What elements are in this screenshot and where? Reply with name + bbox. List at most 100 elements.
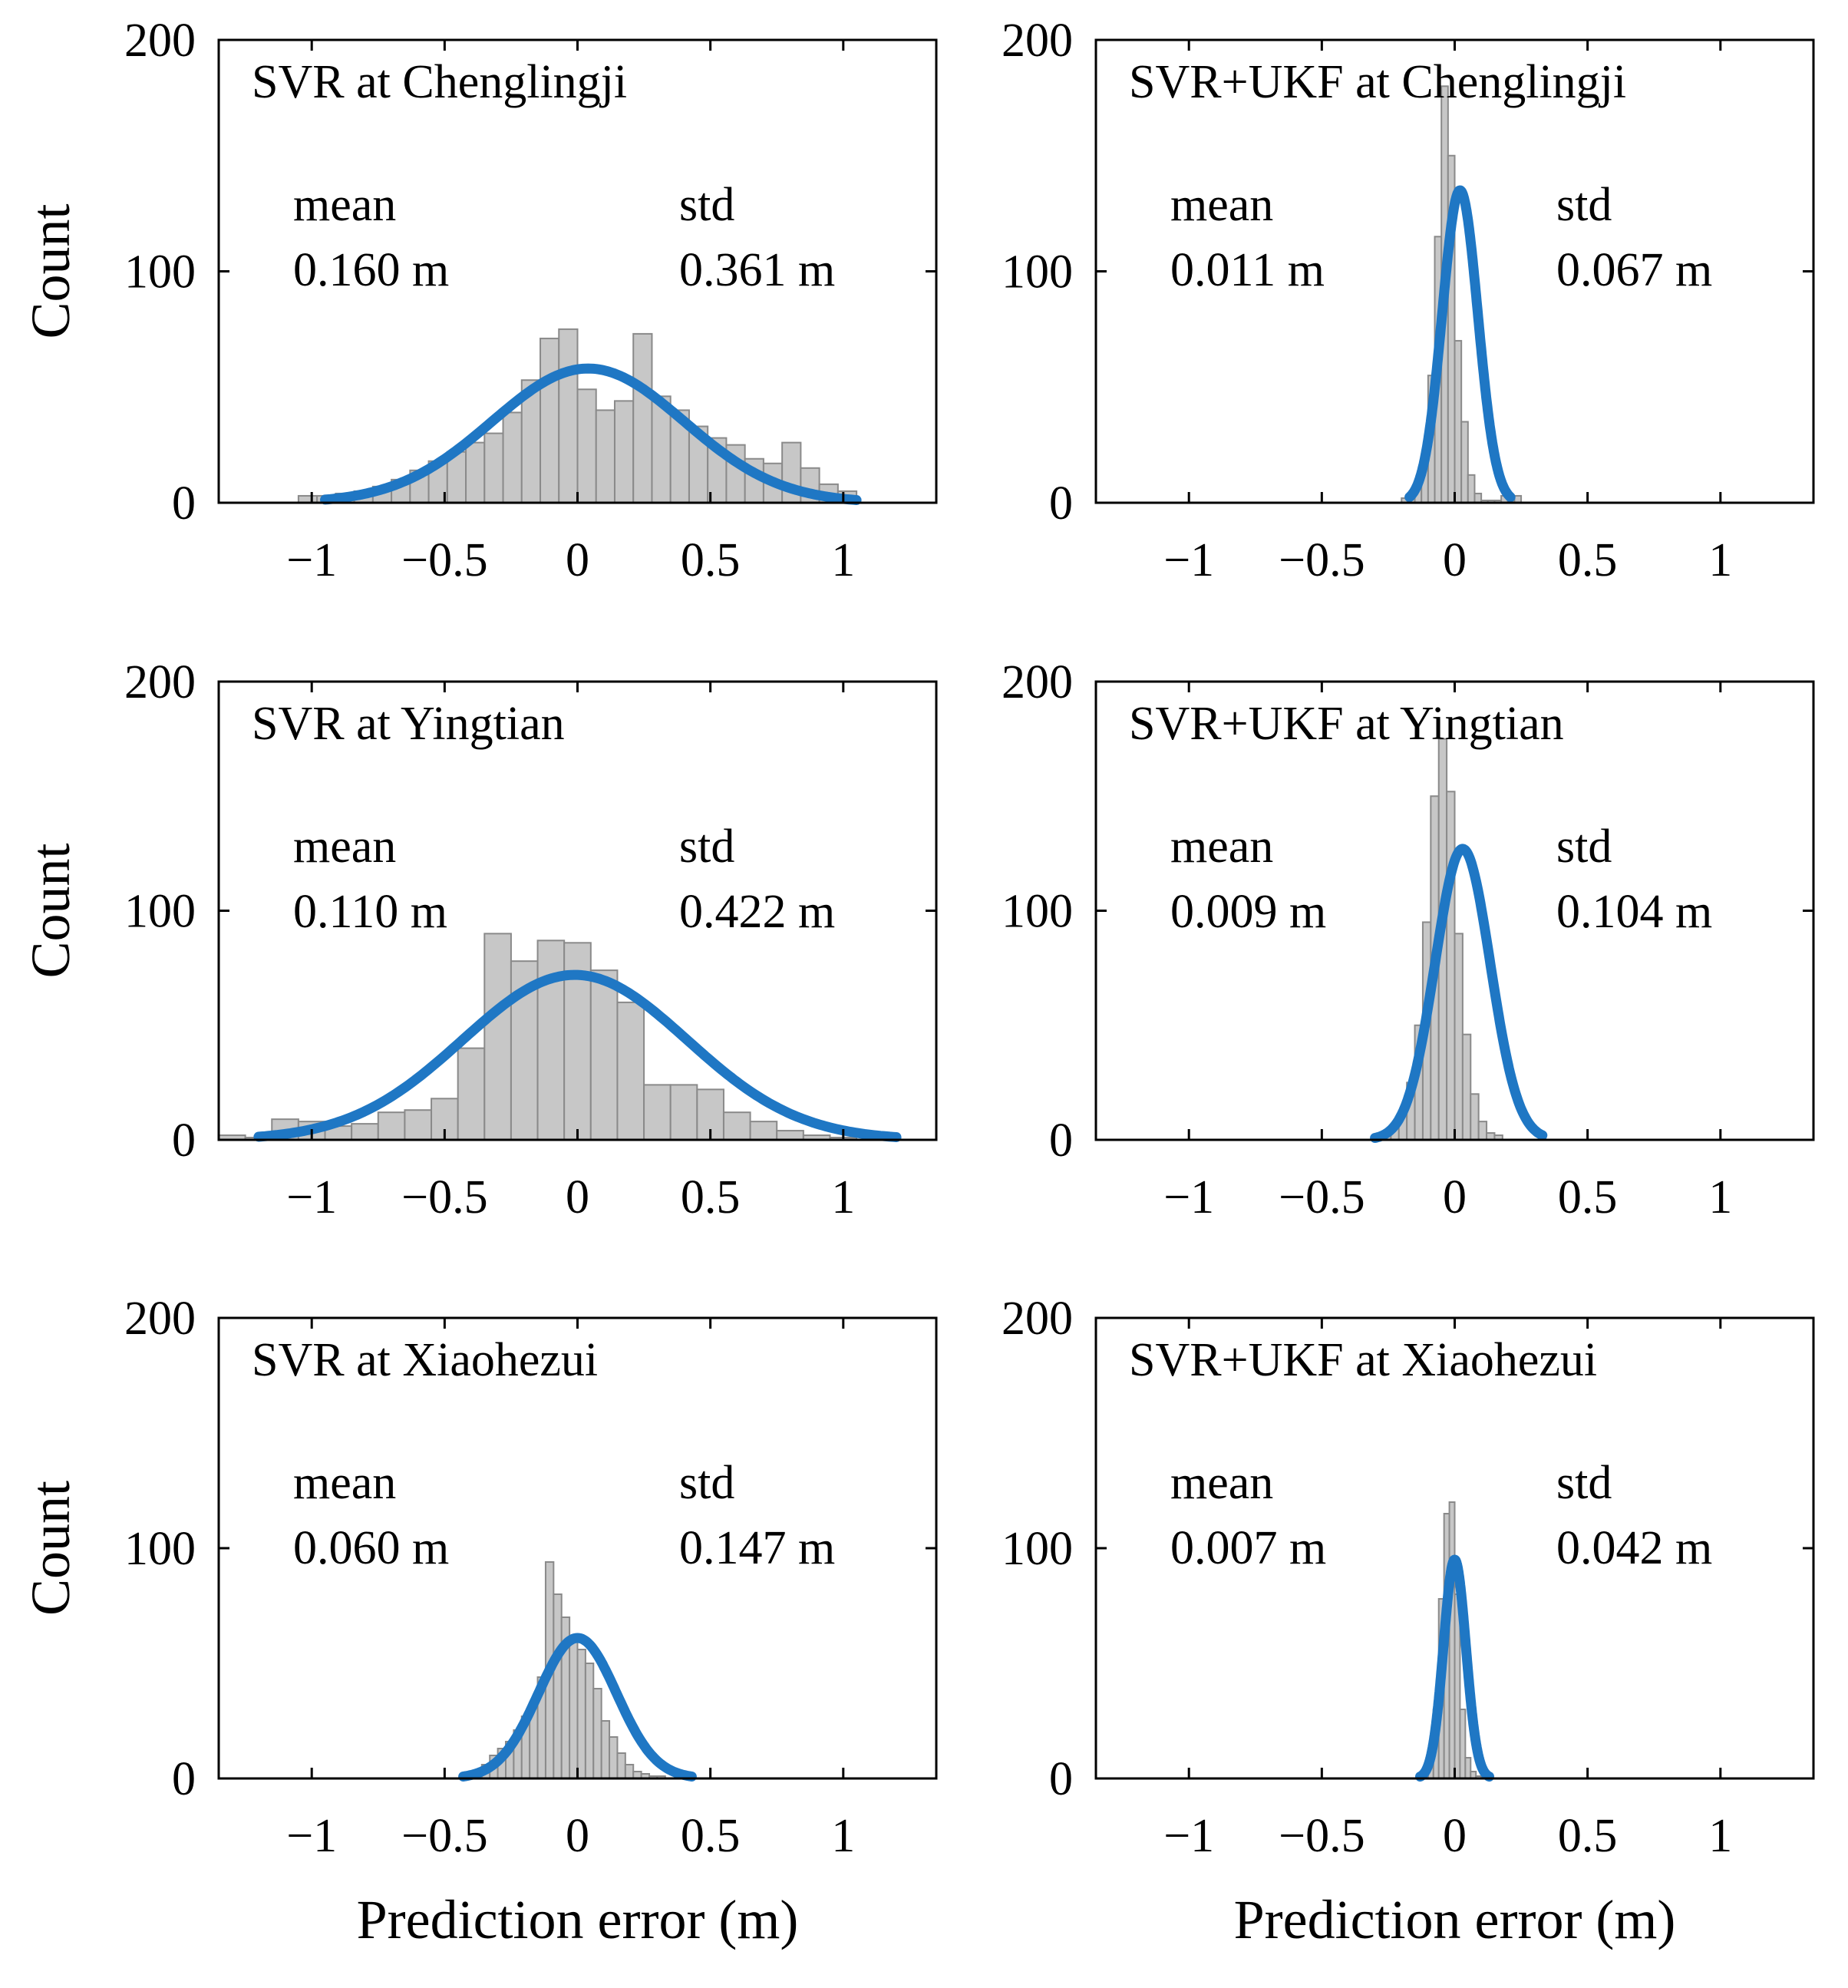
panel-title: SVR at Xiaohezui	[252, 1334, 598, 1386]
histogram-bar	[351, 1123, 379, 1140]
mean-label: mean	[293, 179, 396, 231]
y-tick-label: 200	[1002, 656, 1073, 708]
histogram-bar	[643, 1084, 672, 1140]
y-tick-label: 0	[172, 1115, 196, 1167]
std-label: std	[679, 821, 734, 873]
histogram-bars	[1417, 1501, 1493, 1778]
y-tick-label: 100	[124, 1523, 196, 1575]
y-tick-label: 0	[1049, 1115, 1073, 1167]
normal-fit-curve	[1370, 844, 1548, 1143]
x-tick-label: −1	[286, 534, 337, 586]
histogram-bar	[600, 1720, 611, 1778]
histogram-bar	[1454, 339, 1463, 503]
y-tick-label: 200	[124, 656, 196, 708]
histogram-bar	[558, 328, 579, 503]
histogram-bar	[616, 1752, 626, 1778]
histogram-bar	[1467, 474, 1476, 503]
x-axis-label: Prediction error (m)	[1234, 1889, 1676, 1950]
histogram-bar	[609, 1736, 619, 1778]
panel-title: SVR at Chenglingji	[252, 56, 627, 108]
x-tick-label: 1	[1708, 534, 1732, 586]
mean-value: 0.007 m	[1170, 1522, 1326, 1574]
y-tick-label: 100	[1002, 886, 1073, 938]
y-tick-label: 0	[172, 1753, 196, 1805]
x-tick-label: 0.5	[1558, 534, 1618, 586]
x-tick-label: 0	[566, 1810, 589, 1862]
x-tick-label: 0	[566, 1171, 589, 1224]
panel-title: SVR at Yingtian	[252, 698, 565, 750]
panel-2: 0 100 200 −1 −0.5 0 0.5 1 SVR+UKF at Chenglingji…	[1002, 15, 1815, 586]
y-axis-label: Count	[20, 843, 81, 978]
histogram-bar	[1459, 1709, 1467, 1778]
std-label: std	[1556, 1457, 1612, 1509]
panel-1: 0 100 200 −1 −0.5 0 0.5 1 SVR at Chenglingji mean…	[20, 15, 938, 586]
histogram-bar	[1454, 933, 1464, 1140]
x-tick-label: 1	[1708, 1810, 1732, 1862]
y-tick-label: 100	[124, 886, 196, 938]
x-tick-label: 0	[566, 534, 589, 586]
x-tick-label: −1	[286, 1171, 337, 1224]
histogram-bar	[616, 1001, 645, 1140]
mean-value: 0.009 m	[1170, 886, 1326, 938]
histogram-bar	[540, 337, 560, 503]
histogram-bar	[1470, 1093, 1480, 1140]
panel-3: 0 100 200 −1 −0.5 0 0.5 1 SVR at Yingtian mean 0.1…	[20, 656, 938, 1224]
y-axis-label: Count	[20, 1481, 81, 1616]
std-label: std	[1556, 821, 1612, 873]
histogram-bars	[465, 1561, 666, 1778]
histogram-bar	[1477, 1121, 1488, 1140]
y-axis-label: Count	[20, 203, 81, 338]
panel-4: 0 100 200 −1 −0.5 0 0.5 1 SVR+UKF at Yingtian mea…	[1002, 656, 1815, 1224]
x-tick-label: −0.5	[401, 1810, 487, 1862]
panel-6: 0 100 200 −1 −0.5 0 0.5 1 SVR+UKF at Xiaohezui me…	[1002, 1293, 1815, 1950]
histogram-bar	[584, 1663, 595, 1778]
normal-fit-curve	[320, 363, 862, 505]
std-value: 0.042 m	[1556, 1522, 1712, 1574]
mean-value: 0.160 m	[293, 244, 449, 296]
histogram-bar	[576, 1649, 586, 1778]
histogram-bar	[377, 1111, 406, 1140]
y-tick-label: 0	[172, 477, 196, 530]
x-tick-label: −1	[1163, 534, 1214, 586]
x-tick-label: 0.5	[681, 1171, 741, 1224]
histogram-bar	[669, 1084, 698, 1140]
y-tick-label: 200	[124, 15, 196, 67]
histogram-bar	[1446, 791, 1456, 1140]
histogram-bar	[749, 1121, 778, 1140]
histogram-bar	[1460, 421, 1469, 503]
y-tick-label: 200	[1002, 15, 1073, 67]
histogram-bar	[1448, 1501, 1456, 1778]
y-tick-label: 100	[124, 246, 196, 299]
histogram-bars	[297, 328, 858, 503]
y-tick-label: 200	[1002, 1293, 1073, 1345]
y-tick-label: 0	[1049, 1753, 1073, 1805]
histogram-bar	[483, 933, 512, 1140]
panel-title: SVR+UKF at Yingtian	[1129, 698, 1564, 750]
mean-label: mean	[293, 821, 396, 873]
x-tick-label: 0.5	[681, 1810, 741, 1862]
histogram-bar	[502, 411, 523, 503]
histogram-bar	[589, 969, 619, 1140]
normal-fit-curve	[1415, 1554, 1494, 1782]
histogram-bar	[553, 1593, 563, 1778]
mean-label: mean	[1170, 1457, 1273, 1509]
x-tick-label: 1	[831, 534, 855, 586]
histogram-bar	[569, 1635, 579, 1778]
x-tick-label: 0.5	[681, 534, 741, 586]
histogram-bar	[592, 1688, 602, 1778]
std-value: 0.067 m	[1556, 244, 1712, 296]
histogram-bar	[457, 1047, 486, 1140]
y-tick-label: 200	[124, 1293, 196, 1345]
histogram-bar	[536, 940, 566, 1140]
x-tick-label: 1	[831, 1810, 855, 1862]
x-tick-label: −0.5	[1279, 534, 1365, 586]
panel-5: 0 100 200 −1 −0.5 0 0.5 1 SVR at Xiaohezui mean 0.…	[20, 1293, 938, 1950]
y-tick-label: 100	[1002, 1523, 1073, 1575]
histogram-bar	[404, 1109, 433, 1140]
histogram-bar	[613, 400, 635, 503]
mean-value: 0.011 m	[1170, 244, 1325, 296]
histogram-bars	[219, 933, 858, 1140]
x-tick-label: −1	[286, 1810, 337, 1862]
histogram-bar	[632, 332, 653, 503]
